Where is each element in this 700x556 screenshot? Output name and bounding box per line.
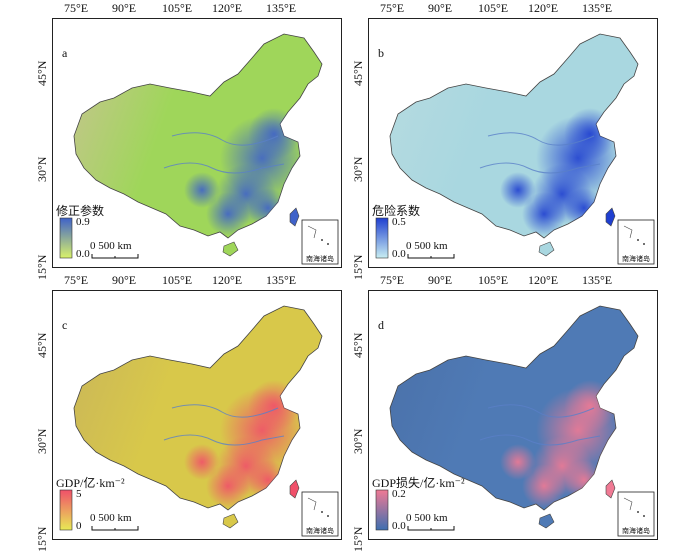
latitude-label: 30°N <box>351 156 365 182</box>
hainan-island <box>538 513 555 529</box>
hainan-island <box>222 513 239 529</box>
inset-label: 南海诸岛 <box>622 527 650 535</box>
longitude-label: 90°E <box>428 273 453 287</box>
map-panel-a: 75°E 90°E 105°E 120°E 135°E 45°N 30°N 15°N a 修正参数… <box>35 2 342 280</box>
longitude-label: 105°E <box>162 273 193 287</box>
longitude-label: 120°E <box>528 1 559 15</box>
south-china-sea-inset <box>617 491 655 537</box>
scale-bar-label: 0 500 km <box>406 512 448 524</box>
longitude-label: 90°E <box>428 1 453 15</box>
latitude-label: 15°N <box>351 254 365 280</box>
longitude-label: 90°E <box>112 273 137 287</box>
longitude-label: 75°E <box>380 1 405 15</box>
hainan-island <box>222 241 239 257</box>
longitude-label: 75°E <box>380 273 405 287</box>
longitude-label: 105°E <box>162 1 193 15</box>
latitude-label: 45°N <box>351 60 365 86</box>
taiwan-island <box>605 479 616 499</box>
latitude-label: 30°N <box>351 428 365 454</box>
legend-title: GDP损失/亿·km⁻² <box>372 476 465 490</box>
legend-max-value: 0.5 <box>392 216 406 228</box>
legend-colorbar <box>375 489 389 531</box>
scale-bar-label: 0 500 km <box>90 512 132 524</box>
legend-colorbar <box>59 217 73 259</box>
longitude-label: 120°E <box>212 273 243 287</box>
longitude-label: 75°E <box>64 1 89 15</box>
map-panel-b: 75°E 90°E 105°E 120°E 135°E 45°N 30°N 15°N b 危险系数… <box>351 2 658 280</box>
taiwan-island <box>605 207 616 227</box>
longitude-label: 105°E <box>478 273 509 287</box>
latitude-label: 45°N <box>351 332 365 358</box>
latitude-label: 45°N <box>35 332 49 358</box>
longitude-label: 135°E <box>266 273 297 287</box>
longitude-label: 135°E <box>582 273 613 287</box>
map-canvas <box>52 290 342 540</box>
legend-max-value: 0.9 <box>76 216 90 228</box>
latitude-label: 30°N <box>35 428 49 454</box>
legend-min-value: 0.0 <box>392 520 406 532</box>
panel-letter: d <box>378 318 384 332</box>
latitude-label: 45°N <box>35 60 49 86</box>
scale-bar-label: 0 500 km <box>406 240 448 252</box>
latitude-label: 15°N <box>35 526 49 552</box>
panel-letter: c <box>62 318 68 332</box>
panel-letter: a <box>62 46 68 60</box>
south-china-sea-inset <box>301 219 339 265</box>
panel-letter: b <box>378 46 384 60</box>
longitude-label: 120°E <box>212 1 243 15</box>
longitude-label: 135°E <box>266 1 297 15</box>
south-china-sea-inset <box>617 219 655 265</box>
map-canvas <box>368 290 658 540</box>
map-panel-d: 75°E 90°E 105°E 120°E 135°E 45°N 30°N 15°N d GDP损… <box>351 274 658 552</box>
longitude-label: 105°E <box>478 1 509 15</box>
longitude-label: 90°E <box>112 1 137 15</box>
taiwan-island <box>289 207 300 227</box>
taiwan-island <box>289 479 300 499</box>
scale-bar-label: 0 500 km <box>90 240 132 252</box>
legend-title: 修正参数 <box>56 204 105 218</box>
hainan-island <box>538 241 555 257</box>
legend-min-value: 0.0 <box>392 248 406 260</box>
inset-label: 南海诸岛 <box>306 255 334 263</box>
longitude-label: 75°E <box>64 273 89 287</box>
map-canvas <box>368 18 658 268</box>
legend-title: GDP/亿·km⁻² <box>56 476 125 490</box>
legend-max-value: 0.2 <box>392 488 406 500</box>
legend-title: 危险系数 <box>372 204 421 218</box>
map-canvas <box>52 18 342 268</box>
legend-max-value: 5 <box>76 488 82 500</box>
legend-colorbar <box>59 489 73 531</box>
latitude-label: 15°N <box>351 526 365 552</box>
legend-colorbar <box>375 217 389 259</box>
latitude-label: 15°N <box>35 254 49 280</box>
inset-label: 南海诸岛 <box>306 527 334 535</box>
legend-min-value: 0.0 <box>76 248 90 260</box>
inset-label: 南海诸岛 <box>622 255 650 263</box>
map-panel-c: 75°E 90°E 105°E 120°E 135°E 45°N 30°N 15°N c GDP/… <box>35 274 342 552</box>
latitude-label: 30°N <box>35 156 49 182</box>
legend-min-value: 0 <box>76 520 82 532</box>
longitude-label: 135°E <box>582 1 613 15</box>
south-china-sea-inset <box>301 491 339 537</box>
longitude-label: 120°E <box>528 273 559 287</box>
